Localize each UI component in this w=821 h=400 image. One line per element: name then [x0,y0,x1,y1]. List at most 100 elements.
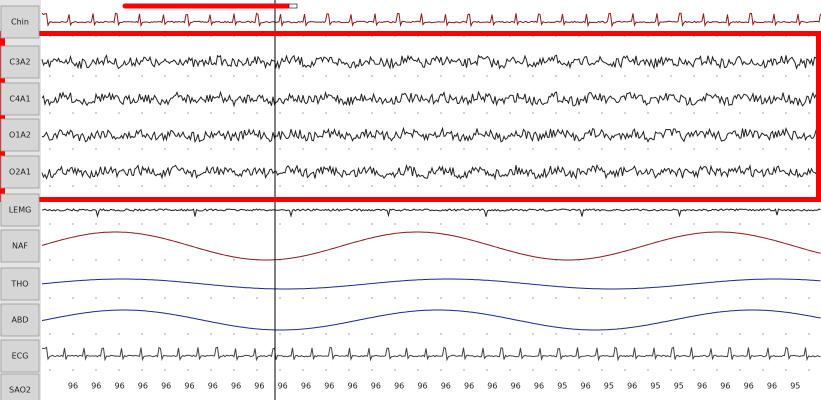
grid-dot [164,369,166,371]
channel-button[interactable] [0,303,40,337]
grid-dot [785,297,787,299]
grid-dot [118,185,120,187]
grid-dot [463,75,465,77]
grid-dot [279,148,281,150]
grid-dot [785,148,787,150]
grid-dot [440,223,442,225]
grid-dot [325,297,327,299]
grid-dot [49,185,51,187]
grid-dot [164,223,166,225]
grid-dot [394,148,396,150]
grid-dot [670,259,672,261]
grid-dot [118,297,120,299]
grid-dot [164,148,166,150]
grid-dot [279,75,281,77]
grid-dot [670,223,672,225]
waveform [41,208,821,218]
channel-button[interactable] [0,339,40,373]
grid-dot [509,259,511,261]
grid-dot [762,223,764,225]
grid-dot [187,75,189,77]
grid-dot [440,185,442,187]
grid-dot [72,112,74,114]
sao2-value: 96 [534,382,544,391]
grid-dot [693,148,695,150]
grid-dot [164,333,166,335]
grid-dot [325,333,327,335]
channel-button[interactable] [0,5,40,39]
grid-dot [601,185,603,187]
channel-button[interactable] [0,373,40,400]
grid-dot [371,369,373,371]
grid-dot [739,185,741,187]
grid-dot [72,223,74,225]
grid-dot [394,223,396,225]
grid-dot [325,259,327,261]
waveform [41,231,821,261]
grid-dot [210,148,212,150]
waveform [41,126,821,144]
grid-dot [670,297,672,299]
grid-dot [647,297,649,299]
grid-dot [233,259,235,261]
grid-dot [601,223,603,225]
grid-dot [693,333,695,335]
grid-dot [348,185,350,187]
grid-dot [141,223,143,225]
grid-dot [739,75,741,77]
channel-button[interactable] [0,118,40,152]
grid-dot [118,333,120,335]
grid-dot [256,112,258,114]
grid-dot [95,369,97,371]
grid-dot [693,369,695,371]
grid-dot [371,223,373,225]
grid-dot [279,223,281,225]
grid-dot [739,148,741,150]
grid-dot [486,259,488,261]
grid-dot [118,259,120,261]
grid-dot [417,369,419,371]
sao2-value: 96 [254,382,264,391]
channel-button[interactable] [0,82,40,116]
grid-dot [164,259,166,261]
grid-dot [532,223,534,225]
grid-dot [187,333,189,335]
channel-button[interactable] [0,229,40,263]
channel-button[interactable] [0,155,40,189]
grid-dot [578,185,580,187]
grid-dot [463,333,465,335]
grid-dot [509,75,511,77]
sao2-value: 96 [138,382,148,391]
grid-dot [141,259,143,261]
grid-dot [601,148,603,150]
channel-label: ECG [12,352,29,361]
grid-dot [118,112,120,114]
grid-dot [624,297,626,299]
channel-button[interactable] [0,45,40,79]
grid-dot [624,369,626,371]
grid-dot [210,223,212,225]
grid-dot [601,112,603,114]
grid-dot [210,333,212,335]
marker [288,3,298,9]
grid-dot [808,112,810,114]
grid-dot [555,75,557,77]
grid-dot [72,185,74,187]
sao2-value: 96 [68,382,78,391]
channel-button[interactable] [0,267,40,301]
channel-button[interactable] [0,193,40,227]
grid-dot [302,333,304,335]
grid-dot [555,297,557,299]
waveform [41,54,821,71]
grid-dot [601,75,603,77]
grid-dot [72,75,74,77]
grid-dot [808,148,810,150]
grid-dot [95,185,97,187]
grid-dot [670,369,672,371]
grid-dot [624,185,626,187]
grid-dot [509,185,511,187]
grid-dot [716,112,718,114]
waveform [41,90,821,108]
grid-dot [785,333,787,335]
grid-dot [210,259,212,261]
